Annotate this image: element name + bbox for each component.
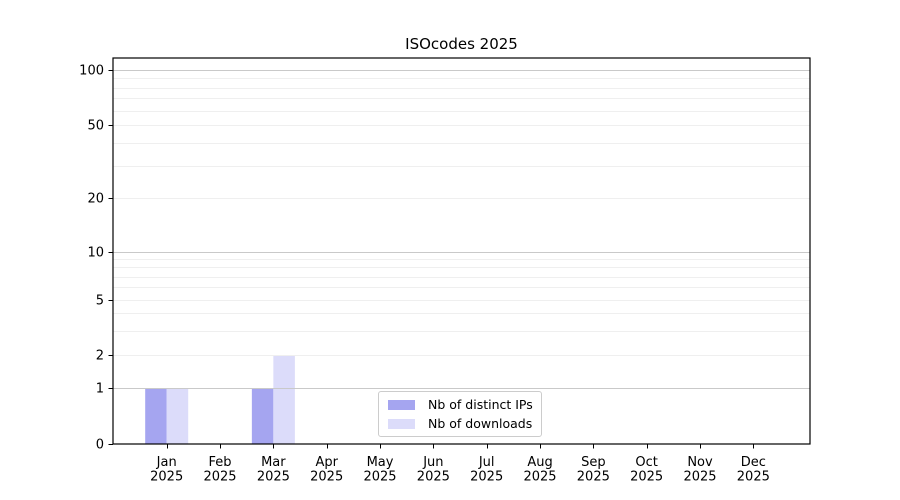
x-tick-label-oct: Oct 2025 bbox=[630, 455, 663, 485]
legend-swatch-distinct-ips bbox=[388, 399, 415, 410]
x-tick-label-may: May 2025 bbox=[363, 455, 396, 485]
legend-item-downloads: Nb of downloads bbox=[388, 416, 533, 431]
legend-swatch-downloads bbox=[388, 418, 415, 429]
x-tick-label-jul: Jul 2025 bbox=[470, 455, 503, 485]
x-tick-label-nov: Nov 2025 bbox=[683, 455, 716, 485]
chart-title: ISOcodes 2025 bbox=[405, 35, 518, 53]
plot-border bbox=[112, 57, 811, 445]
x-tick-label-aug: Aug 2025 bbox=[523, 455, 556, 485]
y-tick-label-100: 100 bbox=[79, 64, 104, 79]
x-tick-label-mar: Mar 2025 bbox=[257, 455, 290, 485]
legend-label-downloads: Nb of downloads bbox=[428, 416, 533, 431]
legend: Nb of distinct IPs Nb of downloads bbox=[378, 391, 542, 437]
y-tick-label-1: 1 bbox=[96, 382, 104, 397]
legend-item-distinct-ips: Nb of distinct IPs bbox=[388, 397, 533, 412]
y-tick-label-2: 2 bbox=[96, 349, 104, 364]
x-tick-label-jun: Jun 2025 bbox=[417, 455, 450, 485]
y-tick-label-10: 10 bbox=[87, 246, 104, 261]
bar-nb-of-distinct-ips-jan bbox=[145, 388, 167, 444]
x-tick-label-jan: Jan 2025 bbox=[150, 455, 183, 485]
y-tick-label-50: 50 bbox=[87, 119, 104, 134]
x-tick-label-apr: Apr 2025 bbox=[310, 455, 343, 485]
x-tick-label-sep: Sep 2025 bbox=[577, 455, 610, 485]
y-tick-label-5: 5 bbox=[96, 294, 104, 309]
bar-nb-of-downloads-jan bbox=[166, 388, 189, 444]
y-tick-label-0: 0 bbox=[96, 438, 104, 453]
x-tick-label-dec: Dec 2025 bbox=[737, 455, 770, 485]
bar-nb-of-distinct-ips-mar bbox=[251, 388, 274, 444]
legend-label-distinct-ips: Nb of distinct IPs bbox=[428, 397, 533, 412]
bar-nb-of-downloads-mar bbox=[273, 355, 295, 444]
y-tick-label-20: 20 bbox=[87, 192, 104, 207]
x-tick-label-feb: Feb 2025 bbox=[203, 455, 236, 485]
